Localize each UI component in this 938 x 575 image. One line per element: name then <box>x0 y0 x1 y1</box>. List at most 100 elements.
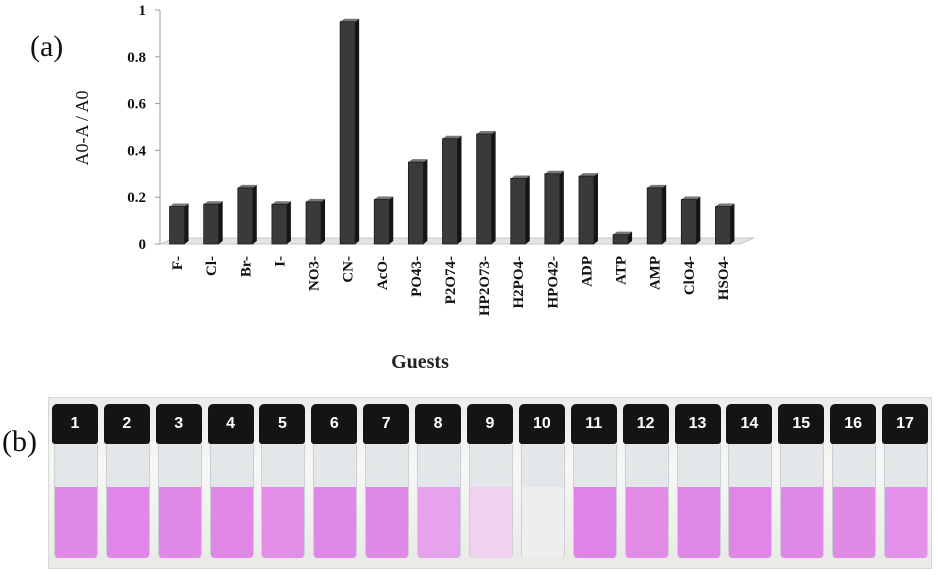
panel-label-b: (b) <box>2 425 37 458</box>
vial-cap-number: 4 <box>207 404 254 444</box>
vial-cap-number: 13 <box>674 404 721 444</box>
vial: 12 <box>622 404 669 564</box>
bar-side <box>457 135 462 244</box>
bar-top <box>442 135 462 139</box>
vial-glass <box>105 444 150 558</box>
bar <box>646 187 663 245</box>
vial-glass <box>676 444 721 558</box>
vial: 10 <box>518 404 565 564</box>
vial-glass <box>53 444 98 558</box>
vial-solution <box>54 487 97 558</box>
vial-glass <box>624 444 669 558</box>
category-label: Br- <box>238 256 254 277</box>
vial: 11 <box>570 404 617 564</box>
bar-top <box>510 175 530 179</box>
bar <box>578 175 595 245</box>
y-tick-label: 0 <box>139 237 147 253</box>
bar <box>407 161 424 245</box>
vial-cap-number: 15 <box>778 404 825 444</box>
vial-cap-number: 3 <box>155 404 202 444</box>
vial: 4 <box>207 404 254 564</box>
vial-glass <box>572 444 617 558</box>
bar-top <box>169 203 189 207</box>
vial-glass <box>365 444 410 558</box>
bar-top <box>340 18 360 22</box>
category-label: CN- <box>341 256 357 283</box>
bar-top <box>271 201 291 205</box>
vial-solution <box>729 487 772 558</box>
vial: 5 <box>259 404 306 564</box>
x-axis-label: Guests <box>391 351 449 373</box>
bar <box>203 203 220 245</box>
bar <box>237 187 254 245</box>
vial-cap-number: 10 <box>518 404 565 444</box>
vial-glass <box>520 444 565 558</box>
bar-top <box>681 196 701 200</box>
vial-glass <box>157 444 202 558</box>
category-label: P2O74- <box>443 256 459 304</box>
bar <box>442 138 458 245</box>
category-label: ATP <box>614 256 630 285</box>
vial-cap-number: 17 <box>882 404 929 444</box>
bar-top <box>647 184 667 188</box>
category-label: HPO42- <box>545 256 561 309</box>
bar <box>510 178 527 245</box>
bar-side <box>321 198 326 244</box>
vial-cap-number: 1 <box>51 404 98 444</box>
vial-solution <box>885 487 928 558</box>
category-label: AMP <box>648 256 664 290</box>
vial-solution <box>262 487 305 558</box>
category-label: Cl- <box>204 256 220 276</box>
vial-cap-number: 9 <box>467 404 513 444</box>
bar <box>680 199 697 245</box>
bar-side <box>355 18 360 245</box>
vial-photo: 1 2 3 4 5 6 7 8 9 10 11 12 13 14 15 16 17 <box>48 397 932 569</box>
category-label: ClO4- <box>682 256 698 295</box>
bar-top <box>203 201 223 205</box>
bar <box>305 201 322 245</box>
vial: 3 <box>155 404 202 564</box>
bar-side <box>662 184 667 244</box>
vial-solution <box>158 487 201 558</box>
vial: 8 <box>415 404 462 564</box>
bar-side <box>286 201 291 244</box>
bar-top <box>613 231 633 235</box>
bar <box>544 173 561 245</box>
vial-glass <box>469 444 513 558</box>
bar-top <box>544 170 564 174</box>
category-label: NO3- <box>307 256 323 291</box>
bar-side <box>628 231 633 244</box>
vial-glass <box>261 444 306 558</box>
vial-cap-number: 6 <box>311 404 358 444</box>
y-tick-label: 0.8 <box>127 50 146 66</box>
vial-solution <box>833 487 876 558</box>
bar-side <box>696 196 701 244</box>
bar-top <box>408 159 428 163</box>
vial-cap-number: 8 <box>415 404 462 444</box>
bar <box>169 206 185 245</box>
bar <box>476 133 493 245</box>
category-label: I- <box>272 256 288 267</box>
panel-label-a: (a) <box>30 30 64 63</box>
y-axis-label: A0-A / A0 <box>72 90 92 165</box>
vial-glass <box>728 444 773 558</box>
category-label: PO43- <box>409 256 425 297</box>
bar-side <box>184 203 189 244</box>
bar-top <box>578 173 598 177</box>
vial-cap-number: 2 <box>103 404 150 444</box>
bar-side <box>389 196 394 244</box>
vial: 6 <box>311 404 358 564</box>
bar-side <box>252 184 257 244</box>
vial-solution <box>677 487 720 558</box>
vial-solution <box>210 487 253 558</box>
vial-cap-number: 7 <box>363 404 410 444</box>
bar-side <box>730 203 735 244</box>
category-label: AcO- <box>375 256 391 290</box>
vial: 15 <box>778 404 825 564</box>
y-tick-label: 0.2 <box>127 190 146 206</box>
vial: 2 <box>103 404 150 564</box>
bar-side <box>593 173 598 244</box>
bar <box>373 199 390 245</box>
vial-solution <box>625 487 668 558</box>
vial-glass <box>832 444 877 558</box>
